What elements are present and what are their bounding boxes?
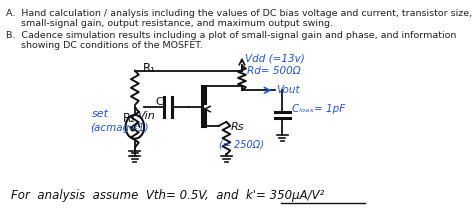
Text: (acmag=1): (acmag=1) bbox=[90, 123, 148, 133]
Text: R₁: R₁ bbox=[143, 62, 155, 75]
Text: set: set bbox=[92, 109, 109, 119]
Text: Vin: Vin bbox=[137, 111, 155, 121]
Text: Cₗₒₐₓ= 1pF: Cₗₒₐₓ= 1pF bbox=[292, 104, 345, 114]
Text: Vdd (=13v): Vdd (=13v) bbox=[245, 54, 305, 64]
Text: For  analysis  assume  Vth= 0.5V,  and  k'= 350μA/V²: For analysis assume Vth= 0.5V, and k'= 3… bbox=[11, 189, 324, 202]
Text: Vout: Vout bbox=[276, 85, 300, 95]
Text: (= 250Ω): (= 250Ω) bbox=[219, 140, 264, 150]
Text: C: C bbox=[155, 97, 163, 107]
Text: Rs: Rs bbox=[230, 122, 244, 132]
Text: Rd= 500Ω: Rd= 500Ω bbox=[246, 66, 300, 75]
Text: B.  Cadence simulation results including a plot of small-signal gain and phase, : B. Cadence simulation results including … bbox=[6, 31, 456, 40]
Text: A.  Hand calculation / analysis including the values of DC bias voltage and curr: A. Hand calculation / analysis including… bbox=[6, 9, 472, 18]
Text: small-signal gain, output resistance, and maximum output swing.: small-signal gain, output resistance, an… bbox=[6, 19, 333, 28]
Text: showing DC conditions of the MOSFET.: showing DC conditions of the MOSFET. bbox=[6, 41, 203, 50]
Text: R₂: R₂ bbox=[122, 112, 135, 125]
